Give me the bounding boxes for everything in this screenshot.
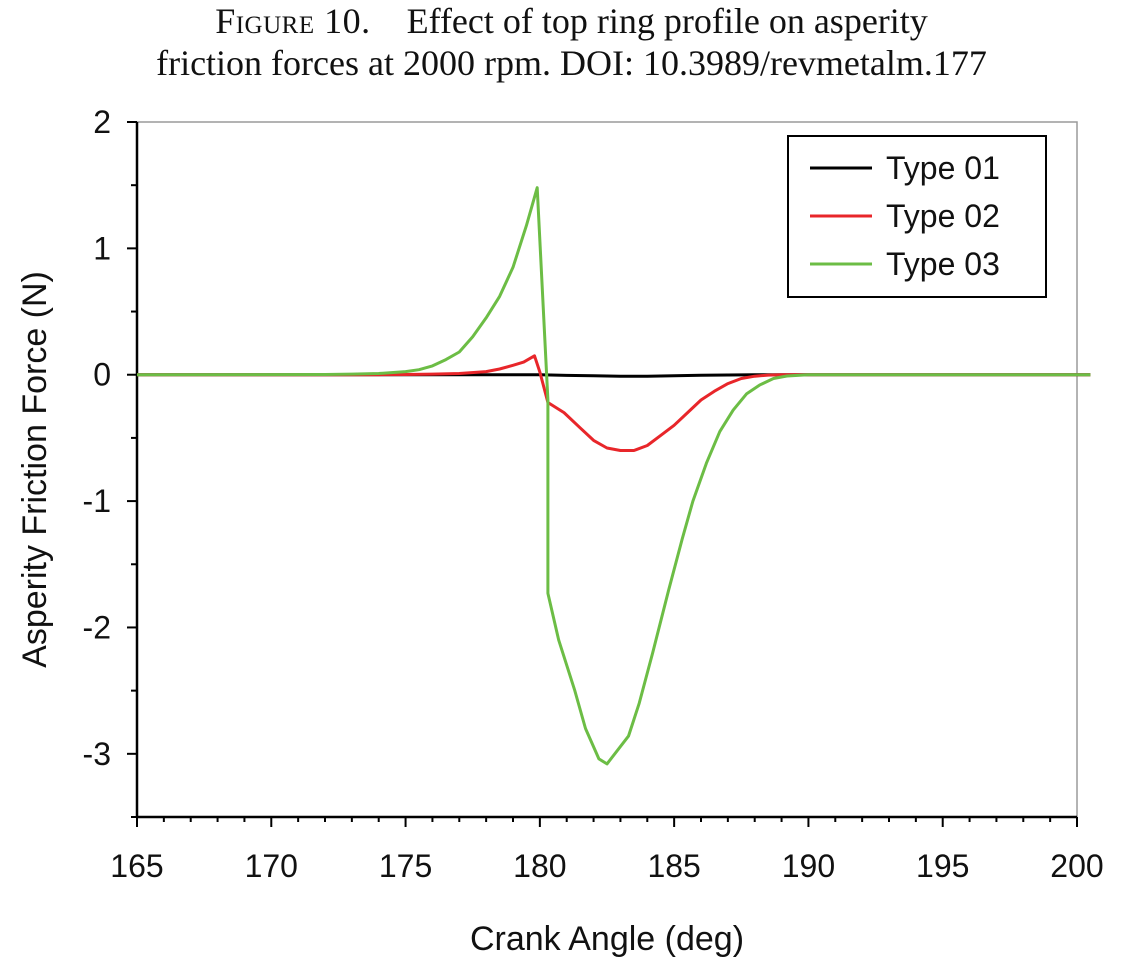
- y-axis: -3 -2 -1 0 1 2: [83, 104, 137, 818]
- y-tick-label: 0: [93, 357, 111, 393]
- series-line-1: [137, 373, 1091, 378]
- series-line-3: [136, 186, 1091, 766]
- caption-line-1: Figure 10. Effect of top ring profile on…: [0, 0, 1143, 42]
- legend-label-3: Type 03: [886, 246, 1000, 282]
- legend-label-1: Type 01: [886, 150, 1000, 186]
- y-tick-label: -3: [83, 736, 111, 772]
- series-line-2: [137, 354, 1091, 452]
- y-tick-label: 2: [93, 104, 111, 140]
- x-tick-label: 185: [647, 848, 700, 884]
- x-tick-label: 170: [245, 848, 298, 884]
- figure-caption: Figure 10. Effect of top ring profile on…: [0, 0, 1143, 84]
- figure-label: Figure 10.: [215, 1, 371, 41]
- plot-frame: [135, 121, 1078, 819]
- y-tick-label: -2: [83, 609, 111, 645]
- series-layer: [136, 186, 1091, 766]
- x-tick-label: 180: [513, 848, 566, 884]
- x-tick-label: 175: [379, 848, 432, 884]
- caption-text-1: Effect of top ring profile on asperity: [406, 1, 928, 41]
- x-axis-label: Crank Angle (deg): [470, 920, 744, 958]
- x-tick-label: 200: [1050, 848, 1103, 884]
- x-tick-label: 165: [110, 848, 163, 884]
- legend-label-2: Type 02: [886, 198, 1000, 234]
- x-tick-label: 195: [916, 848, 969, 884]
- caption-text-2: friction forces at 2000 rpm. DOI: 10.398…: [156, 43, 987, 83]
- legend: Type 01 Type 02 Type 03: [787, 135, 1047, 298]
- y-axis-label: Asperity Friction Force (N): [16, 271, 54, 668]
- y-tick-label: -1: [83, 483, 111, 519]
- y-tick-label: 1: [93, 230, 111, 266]
- x-axis: 165 170 175 180 185 190 195 200: [110, 817, 1104, 884]
- x-tick-label: 190: [782, 848, 835, 884]
